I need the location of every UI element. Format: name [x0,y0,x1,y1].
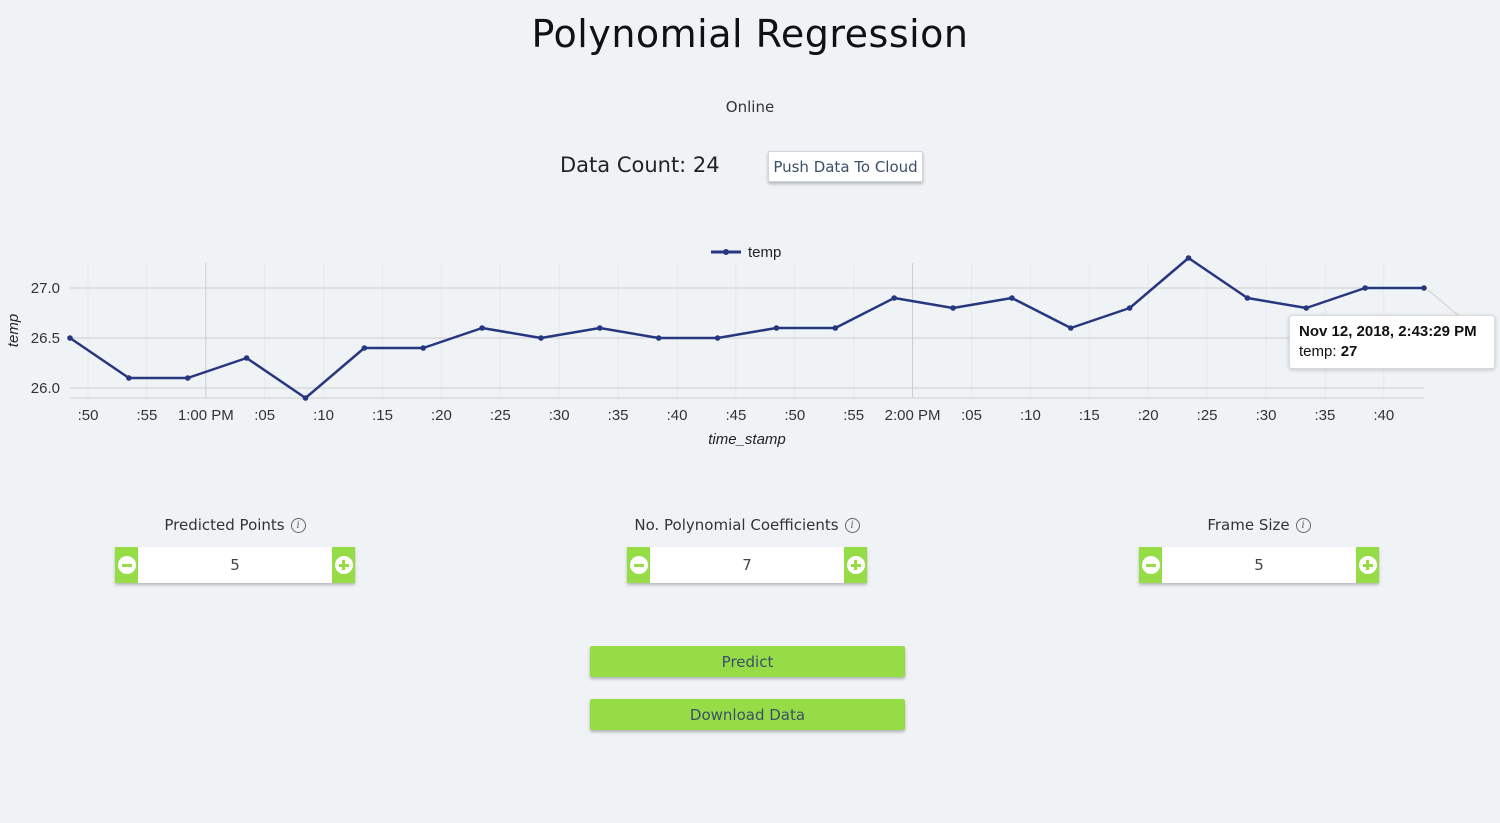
data-point [950,305,956,311]
polynomial-coefficients-stepper [627,547,867,583]
tooltip-value: 27 [1340,343,1358,360]
tooltip-pointer [1427,289,1459,316]
decrement-button[interactable] [1139,547,1162,583]
predicted-points-input[interactable] [138,547,332,583]
frame-size-input[interactable] [1162,547,1356,583]
x-tick-label: :55 [843,407,864,424]
x-tick-label: :15 [372,407,393,424]
decrement-button[interactable] [115,547,138,583]
data-point [538,335,544,341]
y-tick-label: 27.0 [31,280,60,297]
data-point [479,325,485,331]
info-icon[interactable]: i [844,517,860,533]
tooltip-value-row: temp: 27 [1299,343,1485,360]
x-tick-label: :40 [1373,407,1394,424]
data-point [1126,305,1133,311]
predicted-points-label-row: Predicted Points i [85,516,385,534]
x-tick-label: :10 [1020,407,1041,424]
y-tick-label: 26.0 [31,380,60,397]
tooltip-date: Nov 12, 2018, 2:43:29 PM [1299,323,1477,340]
x-tick-label: :30 [549,407,570,424]
x-tick-label: 2:00 PM [885,407,941,424]
data-point [891,295,897,301]
polynomial-coefficients-label-row: No. Polynomial Coefficients i [597,516,897,534]
data-point [1303,305,1310,311]
x-tick-label: :45 [725,407,746,424]
data-count: Data Count: 24 [560,153,720,177]
x-tick-label: :10 [313,407,334,424]
x-tick-label: :50 [784,407,805,424]
data-point [1009,295,1015,301]
legend-label: temp [748,244,781,261]
x-tick-label: :20 [431,407,452,424]
data-point [1421,285,1427,291]
connection-status: Online [725,98,775,116]
plus-icon [1358,556,1377,574]
info-icon[interactable]: i [290,517,306,533]
data-point [1067,325,1074,331]
y-tick-label: 26.5 [31,330,60,347]
x-tick-label: :05 [254,407,275,424]
data-point [67,335,73,341]
legend-marker [723,249,729,255]
predict-button[interactable]: Predict [590,646,905,677]
predicted-points-label: Predicted Points [164,516,285,534]
x-tick-label: :55 [136,407,157,424]
download-data-button[interactable]: Download Data [590,699,905,730]
polynomial-coefficients-input[interactable] [650,547,844,583]
polynomial-coefficients-label: No. Polynomial Coefficients [634,516,839,534]
data-point [773,325,780,331]
x-tick-label: :35 [608,407,629,424]
x-tick-label: :35 [1314,407,1335,424]
frame-size-stepper [1139,547,1379,583]
plus-icon [846,556,865,574]
data-point [302,395,309,401]
x-tick-label: :25 [1197,407,1218,424]
data-point [243,355,250,361]
increment-button[interactable] [844,547,867,583]
minus-icon [629,556,648,574]
minus-icon [117,556,136,574]
increment-button[interactable] [1356,547,1379,583]
tooltip-series-label: temp: [1299,343,1337,360]
data-point [1362,285,1368,291]
data-point [832,325,839,331]
x-tick-label: 1:00 PM [178,407,234,424]
x-tick-label: :15 [1079,407,1100,424]
x-tick-label: :40 [667,407,688,424]
push-data-to-cloud-button[interactable]: Push Data To Cloud [768,151,923,182]
data-point [126,375,132,381]
data-point [420,345,427,351]
data-point [1185,255,1192,261]
x-tick-label: :30 [1256,407,1277,424]
frame-size-label: Frame Size [1207,516,1290,534]
minus-icon [1141,556,1160,574]
x-tick-label: :05 [961,407,982,424]
info-icon[interactable]: i [1295,517,1311,533]
increment-button[interactable] [332,547,355,583]
data-point [1244,295,1251,301]
predicted-points-stepper [115,547,355,583]
plus-icon [334,556,353,574]
data-point [597,325,603,331]
data-point [714,335,721,341]
temp-series-line [69,256,1424,400]
y-axis-label: temp [5,314,22,347]
chart-tooltip: Nov 12, 2018, 2:43:29 PM temp: 27 [1289,315,1495,369]
x-tick-label: :20 [1138,407,1159,424]
data-point [184,375,191,381]
page-title: Polynomial Regression [531,12,969,56]
x-axis-label: time_stamp [708,431,786,448]
decrement-button[interactable] [627,547,650,583]
data-point [655,335,662,341]
data-point [361,345,368,351]
frame-size-label-row: Frame Size i [1109,516,1409,534]
x-tick-label: :25 [490,407,511,424]
temp-line-chart: :50 :55 1:00 PM :05 :10 :15 :20 :25 :30 :35 :40 :45… [5,244,1459,448]
x-tick-label: :50 [78,407,99,424]
